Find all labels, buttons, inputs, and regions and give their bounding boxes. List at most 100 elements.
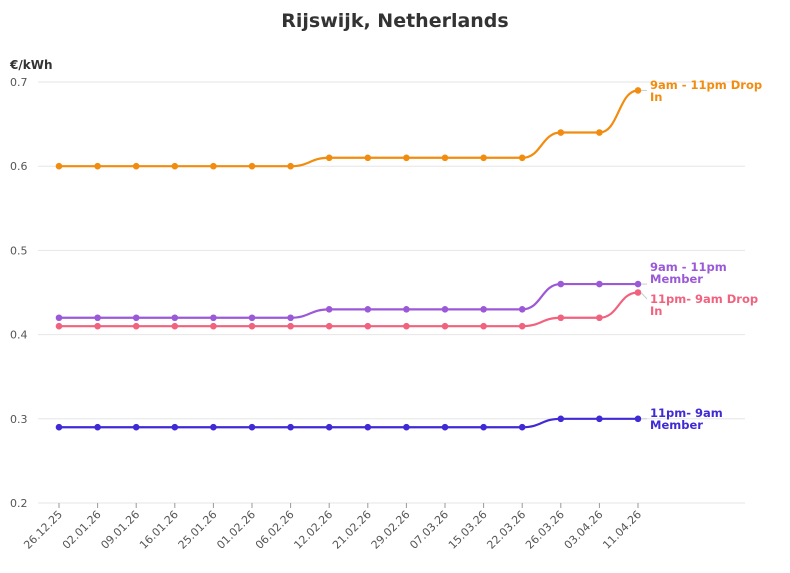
data-point [441,154,449,162]
data-point [132,162,140,170]
data-point [94,423,101,431]
data-point [364,306,372,313]
data-point [403,423,410,431]
data-point [557,129,565,136]
series-label: 11pm- 9am Member [650,406,723,432]
series-layer [55,87,642,431]
data-point [441,423,449,431]
data-point [403,306,410,313]
data-point [94,322,101,330]
series-0 [55,87,642,170]
y-axis-label: €/kWh [9,58,53,72]
data-point [441,322,449,330]
x-tick-label: 25.01.26 [176,508,220,552]
data-point [557,280,565,288]
y-tick-label: 0.6 [10,160,28,173]
data-point [171,423,179,431]
data-point [171,322,179,330]
series-1 [55,280,642,322]
x-tick-label: 21.02.26 [330,508,374,552]
data-point [210,314,217,322]
series-3 [55,415,642,431]
data-point [287,423,294,431]
data-point [364,154,372,162]
data-point [364,423,372,431]
data-point [132,322,140,330]
data-point [634,87,642,94]
data-point [171,162,179,170]
y-tick-label: 0.7 [10,76,28,89]
data-point [596,280,603,288]
x-tick-label: 26.03.26 [523,508,567,552]
x-tick-label: 03.04.26 [562,508,606,552]
x-tick-label: 22.03.26 [484,508,528,552]
data-point [518,306,526,313]
x-tick-label: 11.04.26 [600,508,644,552]
y-tick-label: 0.3 [10,413,28,426]
data-point [132,314,140,322]
data-point [210,162,217,170]
x-tick-label: 01.02.26 [214,508,258,552]
axis-layer: €/kWh 0.2 0.3 0.4 0.5 0.6 0.7 26.12.2502.01.26… [9,58,745,552]
series-label: 11pm- 9am Drop In [650,292,758,318]
x-tick-label: 06.02.26 [253,508,297,552]
data-point [325,306,333,313]
data-point [55,423,63,431]
data-point [248,322,256,330]
data-point [248,162,256,170]
series-line [58,89,639,168]
data-point [171,314,179,322]
x-tick-label: 12.02.26 [291,508,335,552]
data-point [441,306,449,313]
data-point [480,154,487,162]
x-tick-label: 26.12.25 [21,508,65,552]
y-tick-label: 0.2 [10,497,28,510]
data-point [480,423,487,431]
data-point [325,322,333,330]
data-point [210,423,217,431]
data-point [248,423,256,431]
data-point [210,322,217,330]
series-line [59,282,638,319]
data-point [557,314,565,322]
data-point [287,162,294,170]
data-point [518,423,526,431]
data-point [55,314,63,322]
data-point [248,314,256,322]
series-label: 9am - 11pm Member [650,260,727,286]
data-point [403,322,410,330]
data-point [596,314,603,322]
data-point [480,306,487,313]
label-connector [640,292,648,300]
data-point [518,154,526,162]
data-point [596,415,603,423]
data-point [325,423,333,431]
data-point [325,154,333,162]
data-point [634,280,642,288]
x-tick-label: 16.01.26 [137,508,181,552]
data-point [287,322,294,330]
x-tick-label: 07.03.26 [407,508,451,552]
data-point [634,289,642,296]
x-tick-label: 15.03.26 [446,508,490,552]
data-point [634,415,642,423]
y-tick-label: 0.5 [10,244,28,257]
x-tick-label: 02.01.26 [60,508,104,552]
chart-title: Rijswijk, Netherlands [281,10,509,32]
data-point [55,322,63,330]
data-point [94,314,101,322]
data-point [132,423,140,431]
data-point [480,322,487,330]
series-line [59,291,639,328]
data-point [596,129,603,136]
series-label: 9am - 11pm Drop In [650,78,762,104]
y-tick-label: 0.4 [10,329,28,342]
x-tick-label: 29.02.26 [369,508,413,552]
data-point [403,154,410,162]
x-tick-label: 09.01.26 [98,508,142,552]
data-point [518,322,526,330]
data-point [364,322,372,330]
data-point [557,415,565,423]
